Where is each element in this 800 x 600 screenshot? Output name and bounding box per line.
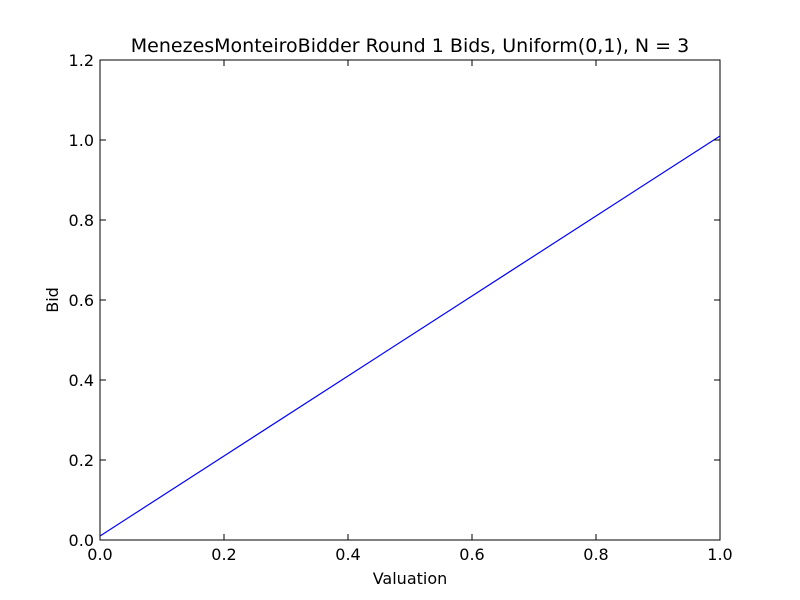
y-tick-label: 1.0: [69, 131, 94, 150]
x-tick-label: 0.6: [459, 545, 484, 564]
y-tick-label: 0.6: [69, 291, 94, 310]
y-tick-label: 0.8: [69, 211, 94, 230]
plot-area: [99, 59, 721, 541]
y-tick-label: 0.2: [69, 451, 94, 470]
y-axis-label: Bid: [43, 287, 62, 313]
chart-title: MenezesMonteiroBidder Round 1 Bids, Unif…: [131, 35, 689, 57]
x-axis-label: Valuation: [373, 569, 448, 588]
x-tick-label: 1.0: [707, 545, 732, 564]
y-tick-label: 0.0: [69, 531, 94, 550]
plot-frame: [99, 59, 721, 541]
y-axis: 0.0 0.2 0.4 0.6 0.8 1.0 1.2: [69, 51, 720, 550]
y-tick-label: 0.4: [69, 371, 94, 390]
x-tick-label: 0.0: [87, 545, 112, 564]
x-axis: 0.0 0.2 0.4 0.6 0.8 1.0: [87, 60, 733, 564]
y-tick-label: 1.2: [69, 51, 94, 70]
x-tick-label: 0.2: [211, 545, 236, 564]
x-tick-label: 0.4: [335, 545, 360, 564]
series-layer: [99, 135, 721, 537]
series-line-0: [99, 135, 721, 537]
x-tick-label: 0.8: [583, 545, 608, 564]
